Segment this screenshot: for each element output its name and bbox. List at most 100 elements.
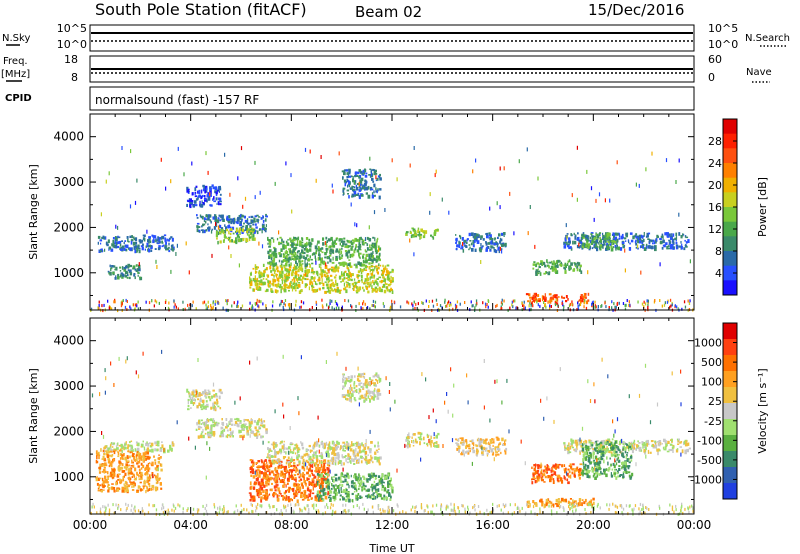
velocity-echo-cell — [342, 449, 344, 452]
power-echo-cell — [587, 235, 590, 237]
power-echo-cell — [537, 294, 540, 297]
power-sparse-cell — [117, 225, 119, 230]
velocity-echo-cell — [352, 443, 355, 447]
power-echo-cell — [241, 230, 244, 234]
power-echo-cell — [372, 243, 374, 246]
velocity-echo-cell — [220, 432, 223, 435]
power-echo-cell — [314, 281, 317, 285]
power-echo-cell — [254, 275, 256, 279]
velocity-echo-cell — [110, 443, 112, 447]
velocity-echo-cell — [246, 429, 249, 434]
power-sparse-cell — [651, 151, 653, 156]
power-echo-cell — [466, 239, 468, 242]
velocity-echo-cell — [136, 462, 139, 465]
power-echo-cell — [580, 294, 583, 298]
power-echo-cell — [274, 252, 278, 257]
power-echo-cell — [321, 278, 323, 282]
power-echo-cell — [362, 259, 365, 264]
power-echo-cell — [628, 247, 632, 251]
velocity-echo-cell — [306, 449, 308, 452]
power-sparse-cell — [170, 179, 172, 184]
power-echo-cell — [297, 236, 300, 241]
velocity-echo-cell — [252, 499, 255, 502]
power-echo-cell — [557, 259, 560, 263]
power-echo-cell — [352, 245, 354, 248]
power-near-range-cell — [557, 304, 559, 308]
velocity-echo-cell — [97, 451, 100, 455]
power-echo-cell — [641, 235, 644, 239]
power-echo-cell — [528, 293, 531, 297]
velocity-echo-cell — [158, 456, 161, 461]
power-near-range-cell — [137, 300, 139, 304]
power-echo-cell — [336, 282, 339, 287]
power-sparse-cell — [396, 177, 398, 182]
power-echo-cell — [288, 268, 290, 272]
velocity-echo-cell — [366, 494, 369, 499]
power-echo-cell — [117, 276, 120, 279]
power-near-range-cell — [577, 305, 579, 308]
power-near-range-cell — [487, 305, 489, 309]
power-near-range-cell — [446, 304, 448, 308]
power-echo-cell — [614, 232, 617, 236]
power-near-range-cell — [295, 303, 297, 307]
velocity-echo-cell — [104, 457, 106, 460]
velocity-echo-cell — [327, 491, 329, 495]
power-echo-cell — [377, 282, 379, 287]
power-echo-cell — [279, 243, 282, 245]
freq-frame — [89, 55, 695, 83]
power-echo-cell — [242, 238, 245, 242]
velocity-echo-cell — [311, 497, 313, 500]
power-echo-cell — [299, 252, 302, 254]
power-echo-cell — [362, 169, 366, 174]
power-echo-cell — [343, 179, 346, 183]
power-echo-cell — [472, 235, 476, 238]
power-near-range-cell — [456, 300, 459, 304]
velocity-echo-cell — [229, 431, 233, 436]
power-echo-cell — [472, 244, 475, 248]
power-echo-cell — [295, 257, 297, 261]
power-near-range-cell — [556, 302, 559, 306]
velocity-echo-cell — [138, 475, 140, 478]
power-near-range-cell — [126, 300, 128, 303]
freq-label-line1: Freq. — [3, 56, 28, 67]
velocity-echo-cell — [279, 492, 282, 495]
power-echo-cell — [133, 274, 136, 277]
velocity-echo-cell — [210, 427, 213, 432]
velocity-echo-cell — [139, 481, 142, 484]
velocity-echo-cell — [280, 471, 283, 474]
velocity-echo-cell — [132, 461, 134, 464]
power-echo-cell — [144, 248, 146, 251]
velocity-echo-cell — [297, 447, 300, 450]
power-echo-cell — [345, 289, 348, 294]
power-near-range-cell — [135, 303, 137, 307]
power-echo-cell — [328, 289, 332, 294]
power-echo-cell — [336, 286, 339, 290]
power-echo-cell — [364, 169, 367, 173]
power-echo-cell — [260, 283, 263, 286]
power-sparse-cell — [254, 195, 256, 200]
power-echo-cell — [251, 235, 253, 239]
velocity-echo-cell — [363, 476, 366, 481]
power-echo-cell — [300, 289, 303, 292]
velocity-echo-cell — [381, 488, 383, 491]
power-echo-cell — [294, 284, 296, 287]
velocity-echo-cell — [140, 475, 142, 479]
power-echo-cell — [291, 240, 294, 243]
velocity-echo-cell — [196, 422, 199, 425]
power-ytick-label: 4000 — [53, 130, 84, 144]
power-near-range-cell — [548, 300, 551, 304]
velocity-echo-cell — [374, 476, 376, 480]
power-echo-cell — [684, 244, 687, 247]
power-near-range-cell — [321, 304, 324, 308]
velocity-echo-cell — [275, 492, 277, 496]
power-near-range-cell — [252, 306, 254, 310]
power-near-range-cell — [654, 299, 656, 302]
power-echo-cell — [209, 188, 212, 191]
power-near-range-cell — [522, 304, 524, 307]
power-echo-cell — [278, 252, 281, 255]
velocity-echo-cell — [278, 477, 280, 481]
power-near-range-cell — [347, 299, 350, 303]
power-echo-cell — [497, 247, 500, 251]
velocity-echo-cell — [107, 450, 110, 454]
power-echo-cell — [580, 241, 582, 244]
